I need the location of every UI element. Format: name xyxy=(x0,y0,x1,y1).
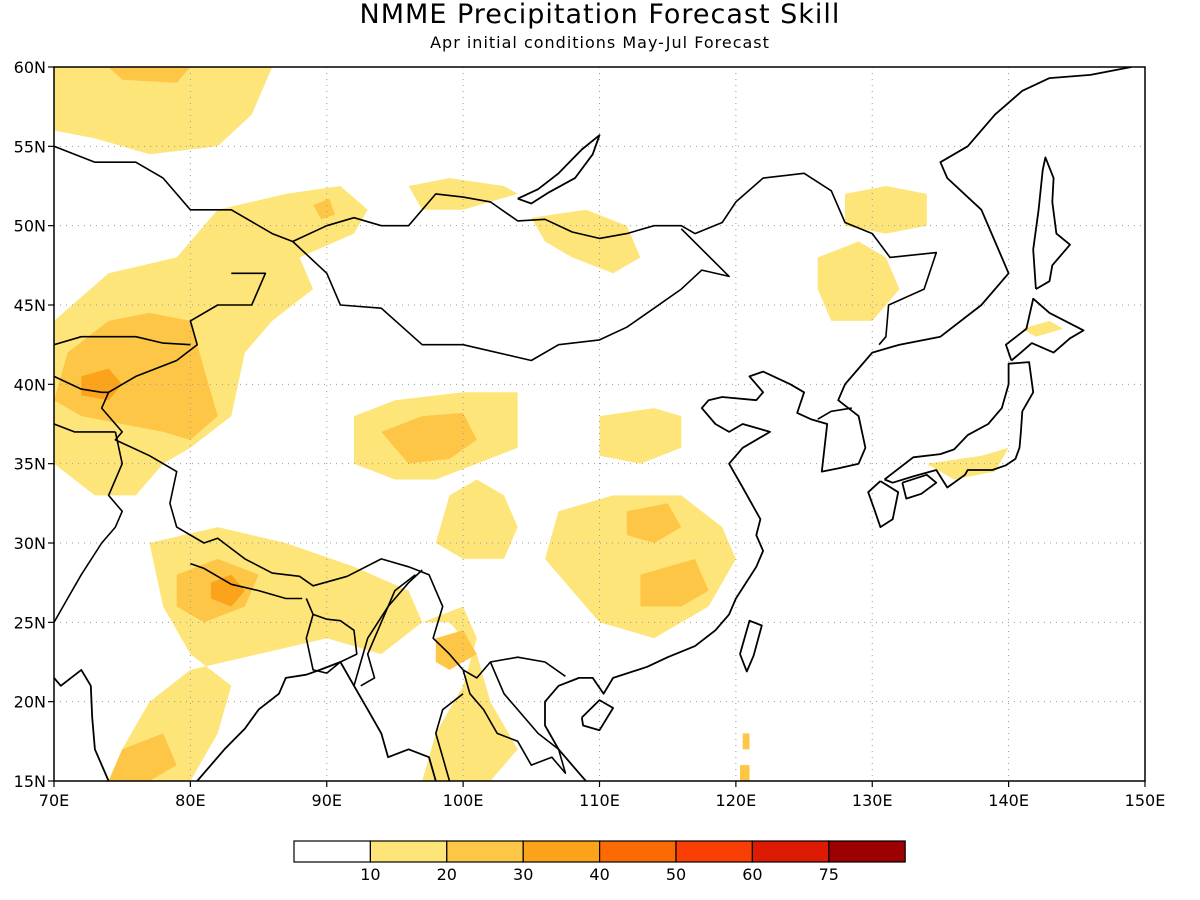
skill-region-yangtze xyxy=(545,495,736,639)
skill-region-north-cap xyxy=(108,67,191,83)
border-afghan-pak xyxy=(54,423,116,433)
colorbar-swatch xyxy=(293,840,372,863)
colorbar-label: 30 xyxy=(513,865,533,884)
colorbar-label: 20 xyxy=(437,865,457,884)
lon-tick-label: 120E xyxy=(716,791,757,810)
border-pak-india xyxy=(54,431,123,623)
colorbar-label: 50 xyxy=(666,865,686,884)
colorbar-label: 40 xyxy=(589,865,609,884)
lat-tick-label: 35N xyxy=(14,455,46,474)
lon-tick-label: 150E xyxy=(1125,791,1166,810)
country-borders xyxy=(54,145,938,781)
skill-region-luzon-cell xyxy=(740,765,750,781)
colorbar-label: 10 xyxy=(360,865,380,884)
skill-region-taiwan-cell xyxy=(742,733,750,750)
lon-tick-label: 70E xyxy=(39,791,69,810)
lon-tick-label: 140E xyxy=(988,791,1029,810)
colorbar-swatch xyxy=(828,840,906,863)
chart-title: NMME Precipitation Forecast Skill xyxy=(359,0,841,30)
colorbar-swatch xyxy=(522,840,601,863)
lon-tick-label: 110E xyxy=(579,791,620,810)
skill-region-south-china-core xyxy=(640,558,709,607)
skill-region-myanmar-core xyxy=(435,630,477,670)
border-kyrgyz-tajik xyxy=(54,375,109,394)
coastline-baikal xyxy=(517,134,601,205)
skill-region-baikal-east xyxy=(531,209,641,274)
skill-shading xyxy=(54,67,1064,781)
lat-tick-label: 30N xyxy=(14,534,46,553)
lat-tick-label: 15N xyxy=(14,772,46,791)
colorbar-swatch xyxy=(675,840,754,863)
lon-tick-label: 90E xyxy=(312,791,342,810)
border-thai-myanmar xyxy=(434,693,464,781)
skill-region-japan-south xyxy=(926,447,1009,480)
coastline-honshu xyxy=(883,361,1035,489)
colorbar-swatch xyxy=(598,840,677,863)
axis-ticks: 70E 80E 90E 100E 110E 120E 130E 140E 150E 15N 20N 2… xyxy=(14,58,1166,810)
skill-region-yellow-river-north xyxy=(599,408,682,464)
skill-region-hokkaido-cell xyxy=(1022,320,1064,337)
lon-tick-label: 100E xyxy=(443,791,484,810)
colorbar-swatch xyxy=(446,840,524,863)
lat-tick-label: 60N xyxy=(14,58,46,77)
coastline-shikoku xyxy=(901,473,938,500)
coastline-hainan xyxy=(580,699,614,732)
coastline-sakhalin xyxy=(1032,156,1071,290)
skill-region-sichuan xyxy=(435,479,518,559)
colorbar-label: 60 xyxy=(742,865,762,884)
coastline-hokkaido xyxy=(1005,297,1085,362)
coastline-taiwan xyxy=(739,619,763,673)
chart-subtitle: Apr initial conditions May-Jul Forecast xyxy=(430,33,770,52)
border-nepal-india xyxy=(190,562,303,600)
border-india-myanmar-east xyxy=(353,569,423,687)
border-bangladesh xyxy=(305,598,358,674)
colorbar-label: 75 xyxy=(819,865,839,884)
skill-region-altai xyxy=(313,198,335,220)
lat-tick-label: 20N xyxy=(14,693,46,712)
skill-region-manchuria-north xyxy=(845,186,927,234)
lat-tick-label: 45N xyxy=(14,296,46,315)
skill-region-nepal-hot xyxy=(210,574,245,607)
border-mongolia-china xyxy=(292,228,730,362)
colorbar-swatch xyxy=(751,840,830,863)
coastline-kyushu xyxy=(867,480,900,528)
lon-tick-label: 80E xyxy=(175,791,205,810)
lat-tick-label: 40N xyxy=(14,375,46,394)
coastline-indochina-coast xyxy=(196,661,504,781)
skill-region-qinghai-core xyxy=(381,412,477,464)
colorbar: 10 20 30 40 50 60 75 xyxy=(293,840,906,884)
coastlines xyxy=(54,67,1132,781)
border-laos-thai-viet xyxy=(462,661,567,774)
border-china-kazakh xyxy=(100,272,566,679)
skill-region-west-siberia xyxy=(54,67,273,155)
skill-region-india-south xyxy=(108,733,177,781)
coastline-west-india-coast xyxy=(54,669,110,781)
skill-region-yangtze-core xyxy=(626,503,682,543)
lat-tick-label: 25N xyxy=(14,613,46,632)
border-central-asia xyxy=(54,335,191,346)
coastline-east-asia-coast xyxy=(544,67,1132,781)
lat-tick-label: 50N xyxy=(14,217,46,236)
lat-tick-label: 55N xyxy=(14,137,46,156)
border-myanmar-india xyxy=(360,574,416,687)
border-korea-dmz xyxy=(817,407,852,420)
border-russia-china-mongolia xyxy=(54,145,938,346)
skill-region-manchuria xyxy=(817,241,900,321)
skill-region-tarim-west-core xyxy=(81,368,123,401)
colorbar-swatch xyxy=(369,840,448,863)
gridlines xyxy=(54,67,1145,781)
lon-tick-label: 130E xyxy=(852,791,893,810)
